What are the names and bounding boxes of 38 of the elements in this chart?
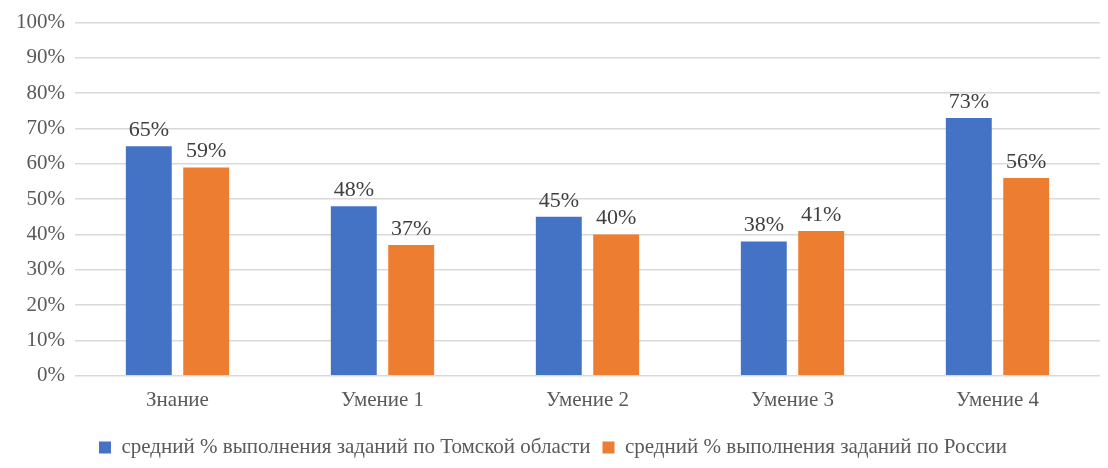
bar — [535, 216, 582, 376]
bar — [125, 146, 172, 376]
y-tick-label: 70% — [26, 115, 65, 140]
bar — [798, 230, 845, 376]
y-tick-label: 20% — [26, 291, 65, 316]
y-tick-label: 50% — [26, 185, 65, 210]
y-tick-label: 10% — [26, 327, 65, 351]
data-label: 59% — [186, 137, 227, 163]
x-tick-label: Умение 3 — [750, 386, 835, 411]
y-tick-label: 40% — [26, 221, 65, 246]
bar — [183, 167, 230, 376]
x-tick-label: Умение 4 — [955, 386, 1040, 411]
y-tick-label: 100% — [15, 9, 65, 34]
bar — [330, 206, 377, 376]
data-label: 56% — [1006, 147, 1047, 173]
data-label: 40% — [596, 204, 637, 230]
x-tick-label: Знание — [146, 386, 209, 411]
bar — [388, 245, 435, 376]
bar — [593, 234, 640, 376]
x-tick-label: Умение 2 — [545, 386, 630, 411]
legend-label: средний % выполнения заданий по Томской области — [121, 434, 591, 459]
y-tick-label: 80% — [26, 79, 65, 104]
data-label: 73% — [948, 87, 989, 113]
data-label: 65% — [128, 116, 169, 141]
y-tick-label: 60% — [26, 150, 65, 175]
y-tick-label: 0% — [36, 362, 65, 387]
y-tick-label: 90% — [26, 44, 65, 69]
data-label: 45% — [538, 186, 579, 212]
data-label: 41% — [801, 200, 842, 226]
bar — [945, 117, 992, 376]
legend-label: средний % выполнения заданий по России — [624, 434, 1008, 459]
bar — [1003, 178, 1050, 376]
data-label: 38% — [743, 211, 784, 237]
bar — [740, 241, 787, 376]
data-label: 48% — [333, 176, 374, 202]
x-tick-label: Умение 1 — [340, 386, 425, 411]
data-label: 37% — [391, 214, 432, 240]
y-tick-label: 30% — [26, 256, 65, 281]
